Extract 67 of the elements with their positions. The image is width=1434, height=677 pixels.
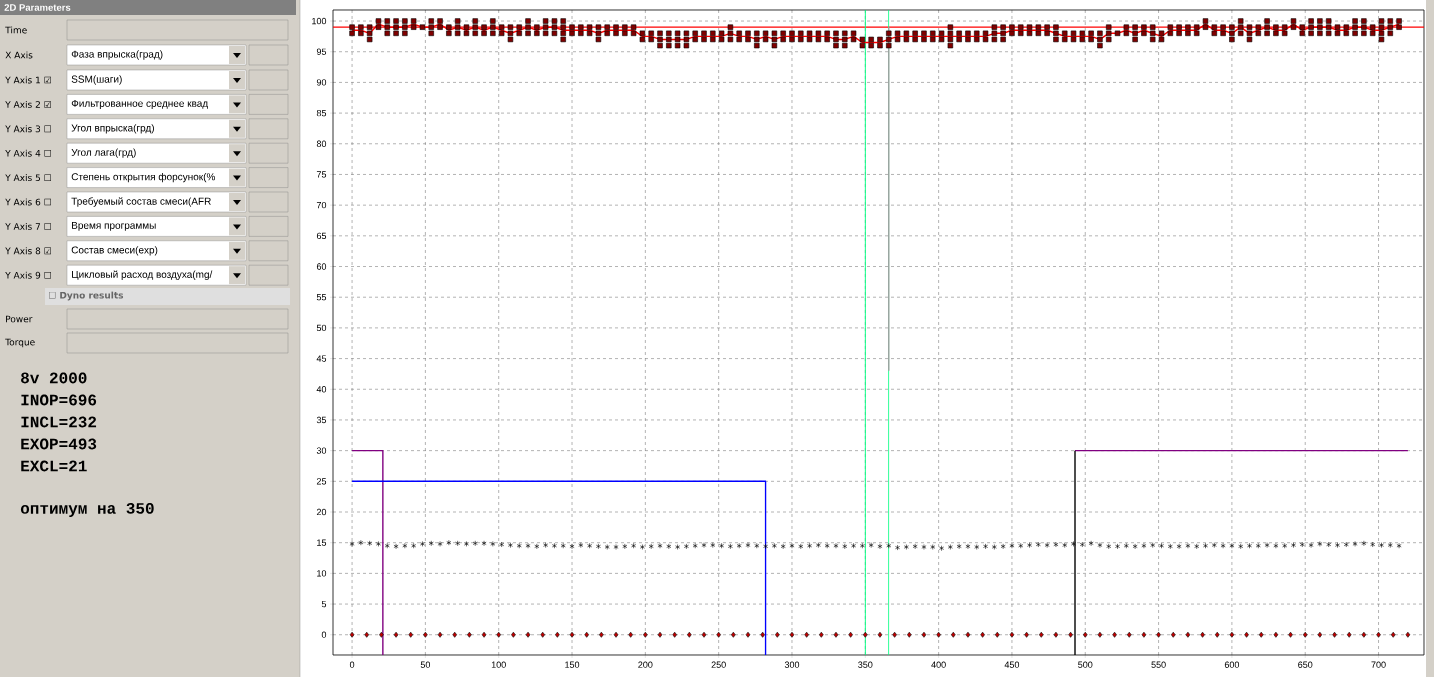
x-tick-label: 150 [565,661,580,668]
text: оптимум на 350 [20,502,154,518]
text: 8v 2000 [21,372,87,384]
x-tick-label: 550 [1151,661,1166,668]
text: Степень открытия форсунок(% [71,172,216,183]
y-tick-label: 50 [316,324,327,332]
text: Требуемый состав смеси(AFR [71,197,211,207]
x-tick-label: 450 [1004,661,1020,668]
y-tick-label: 85 [316,109,327,117]
y-tick-label: 25 [316,478,327,485]
x-tick-label: 100 [491,661,506,668]
text: EXOP=493 [21,438,97,450]
x-tick-label: 200 [638,661,653,668]
y-tick-label: 75 [316,171,327,178]
text: ☐ Dyno results [49,291,124,301]
text: X Axis [5,51,33,59]
text: Состав смеси(exp) [71,246,158,256]
text: Фильтрованное среднее квад [71,99,208,109]
text: Y Axis 3 ☐ [5,125,51,133]
y-tick-label: 40 [316,386,327,393]
text: SSM(шаги) [71,75,122,85]
text: Torque [5,338,35,348]
text: Цикловый расход воздуха(mg/ [72,270,213,280]
x-tick-label: 50 [420,661,431,668]
x-tick-label: 600 [1224,661,1240,668]
x-tick-label: 0 [349,661,355,668]
text: Время программы [72,221,156,231]
y-tick-label: 80 [316,140,327,147]
y-tick-label: 65 [316,232,327,240]
text: EXCL=21 [21,460,87,472]
y-tick-label: 90 [316,79,327,86]
x-tick-label: 400 [931,661,946,668]
y-tick-label: 10 [317,570,327,577]
y-tick-label: 100 [312,17,327,25]
text: Y Axis 8 ☑ [5,247,51,255]
text: INOP=696 [21,394,97,406]
y-tick-label: 45 [316,355,327,362]
text: Y Axis 4 ☐ [5,149,51,157]
text: Power [6,315,33,323]
text: Y Axis 5 ☐ [5,174,51,182]
text: Угол лага(грд) [71,148,136,158]
y-tick-label: 70 [316,201,327,209]
text: Y Axis 9 ☐ [5,271,51,279]
y-tick-label: 30 [316,447,327,454]
x-tick-label: 500 [1078,661,1093,668]
text: Y Axis 2 ☑ [5,100,51,108]
y-tick-label: 95 [316,48,327,55]
x-tick-label: 300 [784,661,800,668]
x-tick-label: 350 [858,661,873,668]
x-tick-label: 700 [1371,661,1386,668]
text: Y Axis 7 ☐ [5,222,51,230]
y-tick-label: 60 [316,263,327,270]
text: Time [5,26,27,34]
text: Угол впрыска(грд) [71,124,154,134]
text: 2D Parameters [4,4,71,11]
y-tick-label: 55 [316,294,327,301]
text: Фаза впрыска(град) [71,50,163,60]
y-tick-label: 15 [317,539,327,546]
text: Y Axis 1 ☑ [5,76,51,84]
y-tick-label: 20 [316,508,327,516]
x-tick-label: 650 [1298,661,1313,668]
text: INCL=232 [21,416,97,428]
y-tick-label: 0 [321,631,327,638]
text: Y Axis 6 ☐ [5,198,51,206]
y-tick-label: 5 [321,600,327,608]
y-tick-label: 35 [316,416,327,424]
x-tick-label: 250 [711,661,726,668]
